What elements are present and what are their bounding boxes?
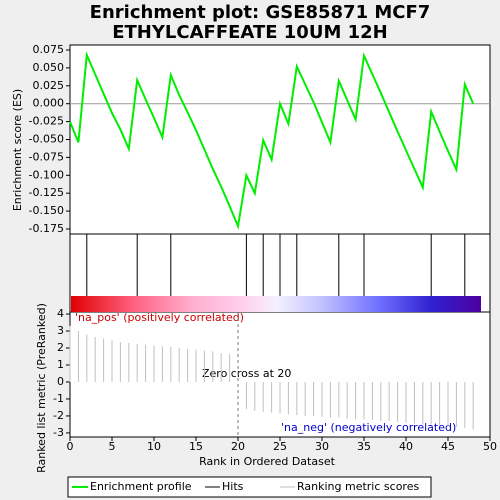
chart-title: Enrichment plot: GSE85871 MCF7 [90,2,431,23]
y-tick-label: -0.075 [29,150,64,163]
y-tick-label: -0.150 [29,204,64,217]
x-tick-label: 10 [147,440,161,453]
legend [67,476,432,498]
y-tick-label: -0.025 [29,115,64,128]
y-tick-label: -3 [53,426,64,439]
x-tick-label: 50 [483,440,497,453]
y-tick-label: -0.050 [29,133,64,146]
x-tick-label: 25 [273,440,287,453]
x-tick-label: 40 [399,440,413,453]
x-tick-label: 45 [441,440,455,453]
legend-label: Ranking metric scores [297,480,419,493]
y-tick-label: 0.075 [33,43,65,56]
x-tick-label: 20 [231,440,245,453]
y-tick-label: -1 [53,392,64,405]
annotation: 'na_neg' (negatively correlated) [281,421,456,434]
y-axis-label: Ranked list metric (PreRanked) [35,303,48,473]
y-tick-label: -0.175 [29,222,64,235]
heat-band [71,296,481,312]
x-tick-label: 15 [189,440,203,453]
y-tick-label: -0.100 [29,168,64,181]
y-axis-label: Enrichment score (ES) [11,89,24,211]
x-tick-label: 35 [357,440,371,453]
es-line [69,51,475,230]
x-axis-label: Rank in Ordered Dataset [199,455,336,468]
y-tick-label: 4 [57,307,64,320]
y-tick-label: 0.025 [33,79,65,92]
annotation: Zero cross at 20 [202,367,291,380]
y-tick-label: -0.125 [29,186,64,199]
y-tick-label: 3 [57,324,64,337]
y-tick-label: 0.050 [33,61,65,74]
x-tick-label: 0 [67,440,74,453]
y-tick-label: 0 [57,375,64,388]
y-tick-label: -2 [53,409,64,422]
x-tick-label: 5 [109,440,116,453]
annotation: 'na_pos' (positively correlated) [75,311,244,324]
legend-label: Enrichment profile [90,480,192,493]
x-tick-label: 30 [315,440,329,453]
y-tick-label: 2 [57,341,64,354]
chart-title: ETHYLCAFFEATE 10UM 12H [112,22,388,43]
y-tick-label: 1 [57,358,64,371]
legend-label: Hits [222,480,244,493]
y-tick-label: 0.000 [33,97,65,110]
